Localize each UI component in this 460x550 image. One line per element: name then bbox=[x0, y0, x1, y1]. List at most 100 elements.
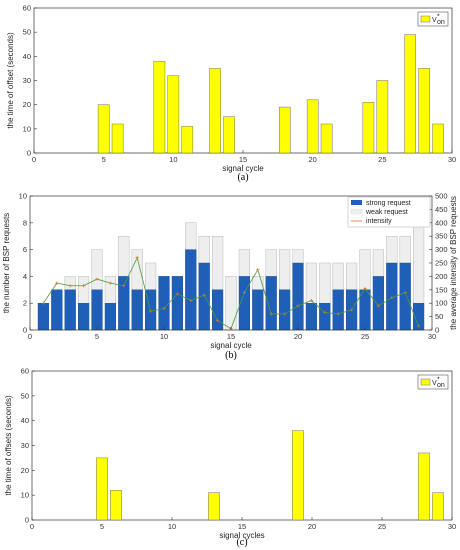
x-tick-label: 30 bbox=[428, 332, 436, 341]
y-tick-label: 10 bbox=[19, 192, 27, 201]
y-tick-label: 60 bbox=[21, 367, 29, 376]
x-tick-label: 30 bbox=[448, 522, 456, 531]
bar-strong bbox=[185, 249, 197, 331]
y-tick-label: 30 bbox=[21, 441, 29, 450]
bar-strong bbox=[399, 262, 411, 331]
x-tick-label: 0 bbox=[28, 332, 32, 341]
legend-label: V bbox=[432, 380, 437, 387]
bar-strong bbox=[131, 289, 143, 331]
y-tick-label: 10 bbox=[21, 491, 29, 500]
bar bbox=[432, 492, 444, 521]
bar bbox=[418, 68, 430, 154]
bar-strong bbox=[158, 276, 170, 331]
panel-label: (b) bbox=[225, 350, 237, 361]
bar-strong bbox=[252, 289, 264, 331]
legend-superscript: * bbox=[437, 377, 440, 384]
bar bbox=[167, 75, 180, 154]
y-tick-label: 40 bbox=[23, 52, 31, 61]
bar-strong bbox=[212, 289, 224, 331]
bar bbox=[432, 123, 444, 154]
y-tick-label: 30 bbox=[23, 76, 31, 85]
bar-strong bbox=[64, 289, 76, 331]
y-right-tick-label: 0 bbox=[435, 326, 439, 335]
y-right-tick-label: 500 bbox=[435, 192, 448, 201]
x-tick-label: 25 bbox=[378, 522, 386, 531]
y-tick-label: 0 bbox=[25, 516, 29, 525]
bar bbox=[376, 80, 389, 154]
x-tick-label: 25 bbox=[378, 155, 386, 164]
x-tick-label: 10 bbox=[160, 332, 168, 341]
y-tick-label: 0 bbox=[23, 326, 27, 335]
bar-strong bbox=[265, 276, 277, 331]
bar bbox=[209, 68, 221, 154]
bar-strong bbox=[91, 289, 103, 331]
x-tick-label: 15 bbox=[239, 155, 247, 164]
x-tick-label: 30 bbox=[448, 155, 456, 164]
bar-strong bbox=[319, 303, 331, 331]
bar bbox=[181, 126, 194, 154]
y-tick-label: 4 bbox=[23, 272, 27, 281]
legend-swatch-weak bbox=[350, 208, 363, 215]
y-tick-label: 50 bbox=[23, 28, 31, 37]
x-axis-label: signal cycle bbox=[210, 341, 252, 350]
y-axis-label: the number of BSP requests bbox=[2, 213, 11, 313]
bar-strong bbox=[37, 303, 49, 331]
legend-label-intensity: intensity bbox=[366, 218, 392, 225]
y-tick-label: 20 bbox=[21, 466, 29, 475]
y-tick-label: 50 bbox=[21, 391, 29, 400]
x-tick-label: 15 bbox=[227, 332, 235, 341]
x-tick-label: 10 bbox=[169, 155, 177, 164]
y-tick-label: 20 bbox=[23, 100, 31, 109]
bar bbox=[292, 430, 304, 521]
x-tick-label: 5 bbox=[95, 332, 99, 341]
y-right-tick-label: 400 bbox=[435, 218, 448, 227]
bar-strong bbox=[51, 289, 63, 331]
x-tick-label: 20 bbox=[308, 522, 316, 531]
bar-strong bbox=[104, 303, 116, 331]
y-right-tick-label: 300 bbox=[435, 245, 448, 254]
legend-label: V bbox=[432, 17, 437, 24]
y-axis-label: the time of offsets (seconds) bbox=[4, 395, 13, 496]
legend-swatch bbox=[420, 378, 431, 386]
y-tick-label: 10 bbox=[23, 124, 31, 133]
bar bbox=[362, 102, 375, 154]
panel-label: (a) bbox=[237, 172, 248, 183]
bar bbox=[279, 106, 291, 154]
legend-label-weak: weak request bbox=[365, 209, 408, 216]
y-right-tick-label: 100 bbox=[435, 299, 448, 308]
y-right-tick-label: 450 bbox=[435, 205, 448, 214]
bar bbox=[404, 34, 416, 154]
legend-swatch bbox=[420, 15, 431, 23]
x-tick-label: 20 bbox=[308, 155, 316, 164]
legend-subscript: on bbox=[437, 382, 445, 389]
x-tick-label: 5 bbox=[100, 522, 104, 531]
y-tick-label: 60 bbox=[23, 4, 31, 13]
chart-panel-a: 0 5 10 15 20 25 30 0 10 20 30 40 50 60 signal cycle the… bbox=[6, 4, 456, 184]
bar-strong bbox=[359, 289, 371, 331]
legend-subscript: on bbox=[437, 19, 445, 26]
legend-swatch-strong bbox=[351, 200, 362, 205]
bar-weak bbox=[225, 276, 237, 331]
y-right-tick-label: 250 bbox=[435, 259, 448, 268]
plot-frame bbox=[31, 370, 453, 521]
y-tick-label: 2 bbox=[23, 299, 27, 308]
legend-box bbox=[417, 374, 449, 390]
x-axis-label: signal cycle bbox=[222, 164, 264, 173]
bar bbox=[320, 123, 333, 154]
bar-strong bbox=[171, 276, 183, 331]
x-tick-label: 15 bbox=[238, 522, 246, 531]
legend-superscript: * bbox=[437, 14, 440, 21]
bar bbox=[418, 452, 430, 521]
bar bbox=[97, 104, 110, 154]
y-right-tick-label: 150 bbox=[435, 285, 448, 294]
bar-strong bbox=[332, 289, 344, 331]
y-axis-label: the time of offset (seconds) bbox=[6, 32, 15, 129]
x-tick-label: 10 bbox=[168, 522, 176, 531]
bar bbox=[153, 60, 166, 154]
bar bbox=[208, 492, 220, 521]
x-tick-label: 20 bbox=[294, 332, 302, 341]
x-axis-label: signal cycles bbox=[219, 531, 264, 540]
y-right-tick-label: 350 bbox=[435, 232, 448, 241]
